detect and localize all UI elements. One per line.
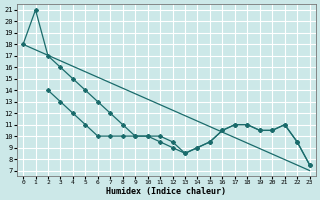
X-axis label: Humidex (Indice chaleur): Humidex (Indice chaleur) xyxy=(106,187,226,196)
